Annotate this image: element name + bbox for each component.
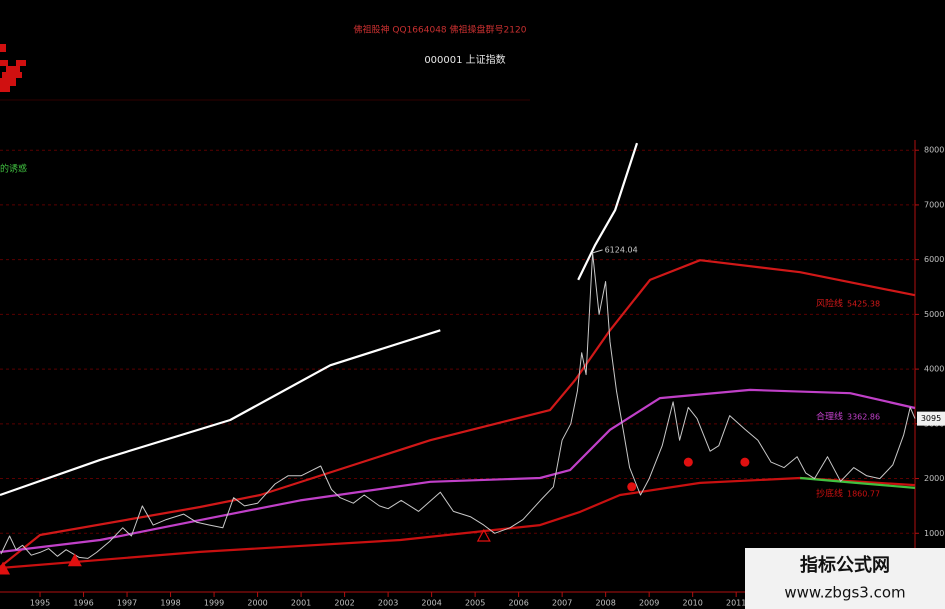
y-tick-label: 2000: [924, 474, 944, 483]
subtitle: 000001 上证指数: [424, 53, 505, 66]
overlay: 指标公式网 www.zbgs3.com 3095: [745, 411, 945, 609]
series-value-label: 5425.38: [847, 300, 880, 309]
series-line: [0, 259, 916, 568]
x-tick-label: 1997: [117, 599, 137, 608]
y-tick-label: 7000: [924, 200, 944, 209]
signal-dot: [740, 457, 750, 467]
watermark-url: www.zbgs3.com: [784, 584, 905, 602]
last-price-label: 3095: [921, 414, 941, 423]
series-label: 合理线: [816, 410, 843, 422]
series-line: [0, 476, 916, 570]
y-tick-label: 4000: [924, 365, 944, 374]
price-line: [0, 252, 916, 559]
x-tick-label: 2010: [682, 599, 702, 608]
last-price-box: [917, 411, 945, 426]
series-value-label: 3362.86: [847, 412, 880, 421]
x-tick-label: 2008: [595, 599, 615, 608]
x-tick-label: 2000: [247, 599, 267, 608]
x-tick-label: 1996: [73, 599, 93, 608]
series-value-label: 1860.77: [847, 490, 880, 499]
x-tick-label: 2007: [552, 599, 572, 608]
x-tick-label: 1998: [160, 599, 180, 608]
series-line: [800, 476, 916, 489]
y-tick-label: 6000: [924, 255, 944, 264]
x-tick-label: 1995: [30, 599, 50, 608]
side-note: 的诱惑: [0, 163, 27, 175]
x-tick-label: 2006: [508, 599, 528, 608]
x-tick-label: 2005: [465, 599, 485, 608]
series-label: 风险线: [816, 298, 843, 310]
series-line: [0, 388, 916, 554]
title: 佛祖股神 QQ1664048 佛祖操盘群号2120: [354, 24, 527, 36]
y-tick-label: 1000: [924, 529, 944, 538]
x-tick-label: 2002: [334, 599, 354, 608]
signal-dot: [627, 482, 637, 492]
peak-label: 6124.04: [605, 245, 638, 254]
y-tick-label: 5000: [924, 310, 944, 319]
x-tick-label: 2001: [291, 599, 311, 608]
signal-triangle: [476, 528, 491, 542]
series-label: 抄底线: [816, 488, 843, 500]
peak-pointer: [592, 249, 603, 254]
x-tick-label: 2004: [421, 599, 441, 608]
series-line: [0, 329, 441, 497]
series-line: [577, 142, 639, 281]
x-tick-label: 2003: [378, 599, 398, 608]
x-tick-label: 2011: [726, 599, 746, 608]
signal-dot: [683, 457, 693, 467]
x-tick-label: 2009: [639, 599, 659, 608]
y-tick-label: 8000: [924, 146, 944, 155]
signal-triangle: [67, 553, 82, 567]
logo: [0, 44, 26, 92]
x-tick-label: 1999: [204, 599, 224, 608]
watermark-title: 指标公式网: [800, 554, 890, 576]
plot: 1000200030004000500060007000800019951996…: [0, 142, 944, 608]
watermark-box: [745, 548, 945, 609]
signal-triangle: [0, 561, 11, 575]
